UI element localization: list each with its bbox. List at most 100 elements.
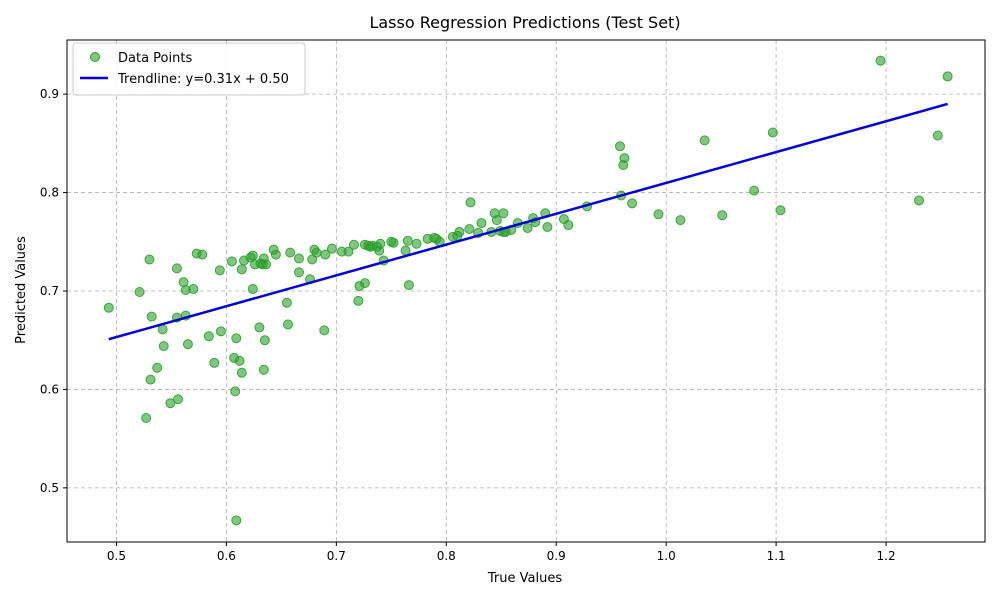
legend-box	[72, 42, 306, 96]
x-axis-ticks: 0.5 0.6 0.7 0.8 0.9 1.0 1.1 1.2	[107, 542, 896, 563]
data-point	[282, 319, 293, 330]
data-point	[230, 386, 241, 397]
y-tick-label: 0.9	[40, 87, 59, 101]
legend-label-data-points: Data Points	[118, 51, 192, 66]
data-point	[653, 209, 664, 220]
data-point	[146, 311, 157, 322]
data-point	[203, 331, 214, 342]
y-tick-label: 0.8	[40, 186, 59, 200]
data-point	[400, 245, 411, 256]
data-point	[402, 235, 413, 246]
data-point	[141, 412, 152, 423]
y-axis-label: Predicted Values	[14, 236, 29, 344]
data-point	[231, 515, 242, 526]
data-point	[542, 222, 553, 233]
x-tick-label: 1.2	[877, 549, 896, 563]
data-point	[260, 259, 271, 270]
data-point	[319, 325, 330, 336]
data-point	[234, 355, 245, 366]
data-point	[717, 210, 728, 221]
data-point	[491, 215, 502, 226]
data-point	[311, 247, 322, 258]
data-point	[285, 247, 296, 258]
data-point	[465, 197, 476, 208]
data-point	[614, 141, 625, 152]
x-tick-label: 0.9	[547, 549, 566, 563]
y-tick-label: 0.6	[40, 382, 59, 396]
data-point	[343, 246, 354, 257]
data-point	[173, 394, 184, 405]
data-point	[158, 341, 169, 352]
data-point	[675, 215, 686, 226]
grid-lines	[67, 40, 985, 542]
data-point	[320, 249, 331, 260]
data-point	[359, 278, 370, 289]
x-axis-label: True Values	[487, 571, 562, 586]
data-point	[627, 198, 638, 209]
data-point	[348, 239, 359, 250]
legend: Data Points Trendline: y=0.31x + 0.50	[72, 42, 306, 96]
data-point	[226, 256, 237, 267]
x-tick-label: 0.7	[327, 549, 346, 563]
data-point	[476, 218, 487, 229]
data-point	[914, 195, 925, 206]
data-point	[247, 250, 258, 261]
data-point	[247, 284, 258, 295]
data-point	[307, 254, 318, 265]
data-point	[182, 339, 193, 350]
data-point	[188, 284, 199, 295]
data-point	[134, 286, 145, 297]
data-point	[281, 297, 292, 308]
data-point	[563, 220, 574, 231]
data-point	[209, 357, 220, 368]
data-point	[231, 333, 242, 344]
legend-scatter-marker	[90, 52, 100, 62]
data-point	[375, 238, 386, 249]
data-point	[171, 263, 182, 274]
data-point	[152, 362, 163, 373]
data-point	[259, 335, 270, 346]
data-point	[454, 226, 465, 237]
data-point	[144, 254, 155, 265]
data-point	[522, 223, 533, 234]
data-point	[942, 71, 953, 82]
data-point	[875, 55, 886, 66]
data-point	[236, 264, 247, 275]
data-point	[464, 223, 475, 234]
data-point	[932, 130, 943, 141]
data-point	[767, 127, 778, 138]
data-point	[236, 367, 247, 378]
data-point	[293, 267, 304, 278]
x-tick-label: 0.8	[437, 549, 456, 563]
data-point	[388, 237, 399, 248]
data-point	[498, 208, 509, 219]
chart-title: Lasso Regression Predictions (Test Set)	[369, 13, 680, 32]
trendline	[108, 102, 948, 341]
x-tick-label: 1.1	[767, 549, 786, 563]
y-tick-label: 0.5	[40, 481, 59, 495]
data-point	[353, 295, 364, 306]
data-point	[775, 205, 786, 216]
data-point	[749, 185, 760, 196]
data-point	[619, 153, 630, 164]
data-point	[103, 302, 114, 313]
data-point	[258, 364, 269, 375]
y-axis-ticks: 0.5 0.6 0.7 0.8 0.9	[40, 87, 67, 495]
data-point	[254, 322, 265, 333]
data-point	[165, 398, 176, 409]
data-point	[214, 265, 225, 276]
data-point	[403, 280, 414, 291]
x-tick-label: 1.0	[657, 549, 676, 563]
data-point	[145, 374, 156, 385]
data-point	[215, 326, 226, 337]
x-tick-label: 0.5	[107, 549, 126, 563]
data-point	[270, 249, 281, 260]
x-tick-label: 0.6	[217, 549, 236, 563]
data-point	[293, 253, 304, 264]
y-tick-label: 0.7	[40, 284, 59, 298]
data-point	[326, 243, 337, 254]
data-point	[699, 135, 710, 146]
legend-label-trendline: Trendline: y=0.31x + 0.50	[117, 72, 289, 87]
data-point	[197, 249, 208, 260]
